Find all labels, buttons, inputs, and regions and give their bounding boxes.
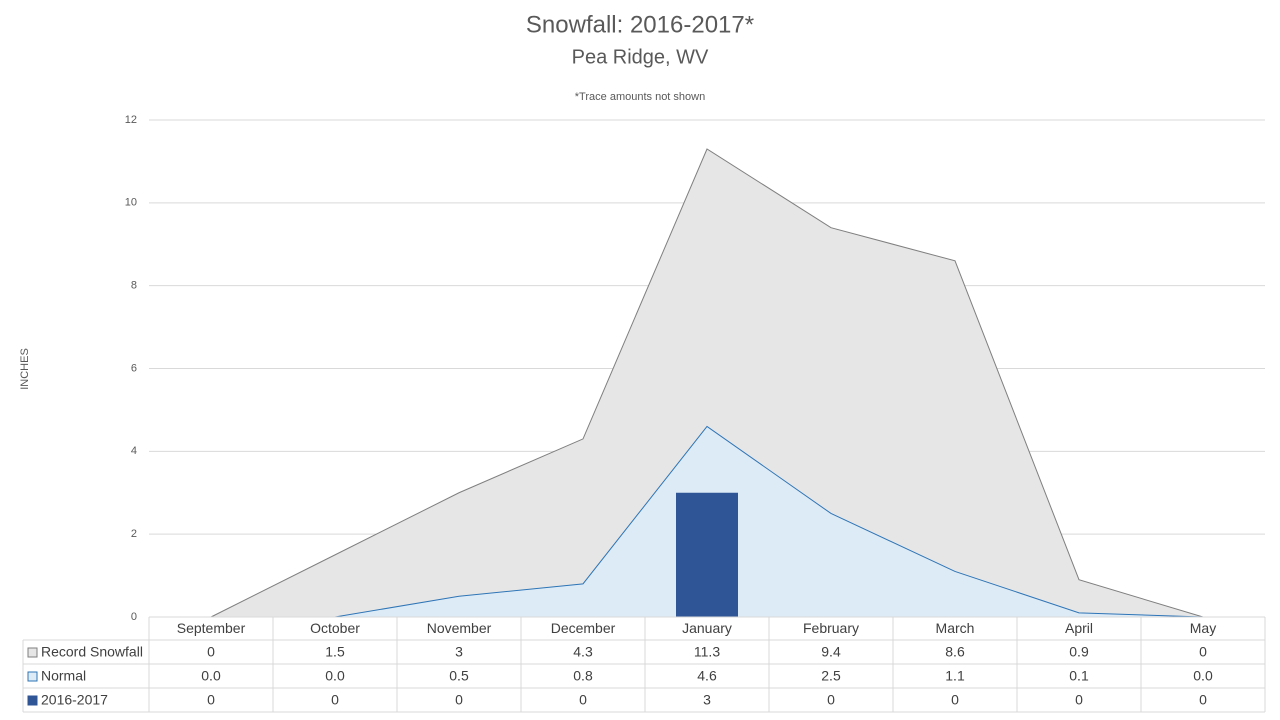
x-tick-label: October: [310, 620, 360, 636]
table-cell: 0: [1199, 692, 1207, 708]
y-tick-label: 10: [125, 197, 137, 209]
y-tick-label: 8: [131, 280, 137, 292]
annotation: *Trace amounts not shown: [575, 91, 705, 103]
y-tick-label: 4: [131, 445, 137, 457]
table-cell: 0: [1199, 644, 1207, 660]
table-cell: 4.6: [697, 668, 717, 684]
table-cell: 0.9: [1069, 644, 1089, 660]
area-line: [210, 148, 1204, 618]
table-cell: 0.0: [325, 668, 345, 684]
table-cell: 0.5: [449, 668, 469, 684]
table-cell: 8.6: [945, 644, 965, 660]
x-tick-label: April: [1065, 620, 1093, 636]
table-cell: 0: [951, 692, 959, 708]
legend-label: Record Snowfall: [41, 644, 143, 660]
table-cell: 1.1: [945, 668, 965, 684]
y-tick-label: 0: [131, 611, 137, 623]
x-tick-label: December: [551, 620, 616, 636]
legend-key: [27, 647, 38, 658]
table-cell: 0: [579, 692, 587, 708]
table-cell: 4.3: [573, 644, 593, 660]
chart-title: Snowfall: 2016-2017*: [526, 11, 754, 38]
table-cell: 2.5: [821, 668, 841, 684]
table-cell: 3: [703, 692, 711, 708]
table-cell: 0.0: [1193, 668, 1213, 684]
table-cell: 11.3: [694, 644, 720, 660]
y-tick-label: 2: [131, 528, 137, 540]
table-cell: 0: [207, 644, 215, 660]
table-cell: 0: [207, 692, 215, 708]
x-tick-label: January: [682, 620, 732, 636]
table-cell: 0.8: [573, 668, 593, 684]
table-cell: 9.4: [821, 644, 841, 660]
area-fill: [211, 148, 1203, 617]
x-tick-label: February: [803, 620, 859, 636]
bar: [676, 492, 738, 617]
table-cell: 3: [455, 644, 463, 660]
table-cell: 0: [827, 692, 835, 708]
area-line: [211, 425, 1204, 618]
chart-subtitle: Pea Ridge, WV: [572, 46, 709, 68]
y-tick-label: 6: [131, 362, 137, 374]
table-cell: 0: [455, 692, 463, 708]
x-tick-label: September: [177, 620, 246, 636]
x-tick-label: May: [1190, 620, 1216, 636]
table-cell: 0: [331, 692, 339, 708]
y-axis-label: INCHES: [19, 348, 31, 390]
x-tick-label: March: [936, 620, 975, 636]
table-cell: 0.0: [201, 668, 221, 684]
table-cell: 0: [1075, 692, 1083, 708]
legend-label: 2016-2017: [41, 692, 108, 708]
legend-key: [27, 671, 38, 682]
table-cell: 1.5: [325, 644, 345, 660]
table-cell: 0.1: [1069, 668, 1089, 684]
legend-label: Normal: [41, 668, 86, 684]
x-tick-label: November: [427, 620, 492, 636]
legend-key: [27, 695, 38, 706]
y-tick-label: 12: [125, 114, 137, 126]
